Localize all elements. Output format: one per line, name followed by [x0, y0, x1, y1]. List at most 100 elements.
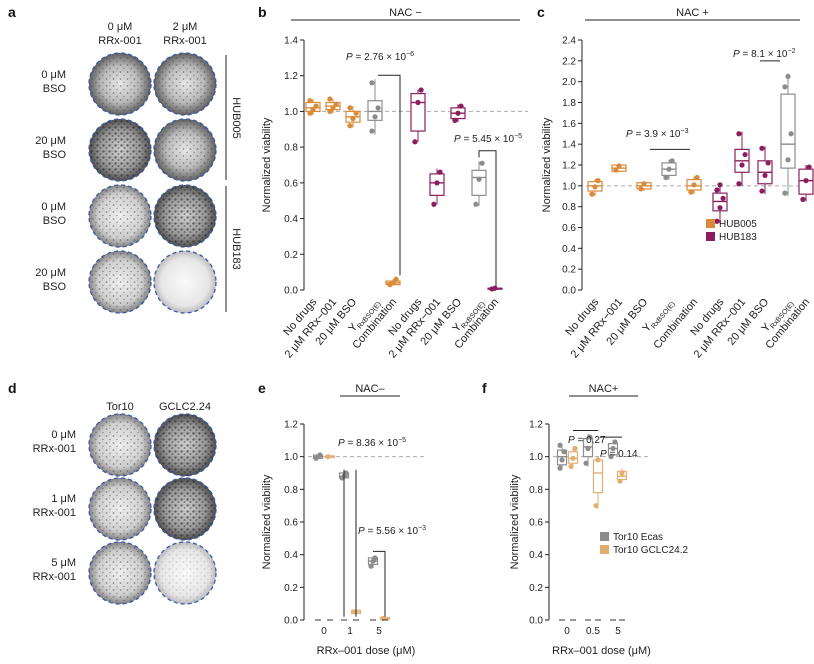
box-b-4 — [367, 79, 383, 135]
panel-d: Tor10 GCLC2.24 0 μM RRx-001 1 μM RRx-001… — [33, 401, 217, 605]
box-b-6 — [410, 87, 426, 145]
data-point — [327, 108, 333, 115]
y-tick-label-b: 0.2 — [284, 250, 298, 261]
p-symbol: P — [568, 435, 575, 446]
data-point — [694, 174, 700, 181]
x-tick-label-e: 0 — [321, 626, 327, 637]
dish-d-r1-c1 — [88, 413, 152, 477]
data-point — [369, 128, 375, 134]
data-point — [353, 110, 359, 116]
panel-a-row-1-line2: BSO — [43, 83, 67, 95]
data-point — [557, 465, 563, 471]
data-point — [473, 201, 479, 207]
data-point — [325, 454, 331, 460]
y-tick-label-b: 1.4 — [284, 36, 298, 47]
data-point — [589, 191, 595, 197]
p-symbol: P — [600, 449, 607, 460]
box-c-10 — [798, 164, 814, 202]
data-point — [669, 158, 675, 164]
y-tick-label-e: 0.0 — [284, 616, 298, 627]
y-tick-label-f: 0.0 — [529, 616, 543, 627]
data-point — [583, 460, 589, 466]
y-tick-label-f: 0.4 — [529, 550, 543, 561]
data-point — [561, 449, 567, 455]
box-b-5 — [385, 276, 401, 288]
y-axis-label-f: Normalized viability — [509, 474, 521, 569]
y-tick-label-c: 2.4 — [562, 36, 576, 47]
dish-d-r3-c1 — [88, 541, 152, 605]
y-tick-label-e: 0.8 — [284, 485, 298, 496]
data-point — [455, 110, 461, 116]
p-exponent: −3 — [418, 525, 426, 532]
p-value: = 2.76 × 10 — [353, 52, 407, 63]
box-b-8 — [450, 103, 466, 123]
box-b-7 — [429, 168, 445, 207]
data-point — [595, 457, 601, 463]
box-e-5 — [367, 555, 379, 569]
y-tick-label-e: 0.2 — [284, 583, 298, 594]
panel-a: 0 μM RRx-001 2 μM RRx-001 0 μM BSO 20 μM… — [35, 21, 242, 314]
box-f-6 — [616, 468, 628, 484]
legend-label-tor10-ecas: Tor10 Ecas — [613, 532, 663, 543]
y-tick-label-c: 2.2 — [562, 56, 576, 67]
legend-swatch-tor10-gclc — [600, 545, 609, 554]
data-point — [663, 174, 669, 181]
panel-label-c: c — [537, 4, 545, 20]
panel-a-row-2-line1: 20 μM — [35, 135, 66, 147]
panel-a-col-1-line2: RRx-001 — [98, 35, 141, 47]
box-c-3 — [636, 181, 652, 192]
p-exponent: −5 — [398, 437, 406, 444]
data-point — [610, 445, 616, 452]
data-point — [742, 151, 748, 158]
dish-a-r2-c1 — [88, 118, 152, 182]
x-axis-label-e: RRx–001 dose (μM) — [317, 645, 416, 657]
p-annotation-e-2: P = 5.56 × 10−3 — [358, 525, 426, 537]
data-point — [375, 105, 381, 111]
p-exponent: −5 — [514, 133, 522, 140]
y-tick-label-b: 1.0 — [284, 107, 298, 118]
p-symbol: P — [358, 526, 365, 537]
y-axis-label-c: Normalized viability — [541, 117, 553, 212]
dish-d-r1-c2 — [153, 413, 217, 477]
group-label-hub183: HUB183 — [230, 228, 242, 270]
data-point — [372, 114, 378, 120]
chart-f: NAC+ 0.0 0.2 0.4 0.6 0.8 1.0 1.2 Normalized viab… — [509, 383, 688, 657]
box-c-7 — [734, 131, 750, 187]
data-point — [330, 105, 336, 111]
box-b-9 — [471, 160, 487, 207]
box-c-9 — [780, 73, 796, 197]
y-tick-label-e: 0.4 — [284, 550, 298, 561]
p-symbol: P — [733, 49, 740, 60]
y-tick-label-c: 0.2 — [562, 265, 576, 276]
x-tick-label-f: 5 — [615, 626, 621, 637]
y-tick-label-b: 0.4 — [284, 214, 298, 225]
data-point — [452, 117, 458, 123]
y-tick-label-c: 0.0 — [562, 286, 576, 297]
p-exponent: −2 — [788, 48, 796, 55]
data-point — [714, 187, 720, 193]
panel-a-row-4-line1: 20 μM — [35, 267, 66, 279]
y-tick-label-f: 0.6 — [529, 518, 543, 529]
panel-a-row-4-line2: BSO — [43, 281, 67, 293]
legend-swatch-tor10-ecas — [600, 532, 609, 541]
legend-f: Tor10 Ecas Tor10 GCLC24.2 — [600, 532, 688, 556]
box-c-1 — [587, 178, 603, 197]
data-point — [557, 442, 563, 448]
group-label-hub005: HUB005 — [230, 97, 242, 139]
data-point — [666, 166, 672, 172]
header-label-c: NAC + — [676, 7, 709, 19]
x-tick-label-e: 5 — [376, 626, 382, 637]
legend-swatch-hub183 — [706, 232, 715, 241]
panel-a-col-2-line2: RRx-001 — [163, 35, 206, 47]
data-point — [717, 182, 723, 188]
panel-d-row-3-line1: 5 μM — [51, 557, 76, 569]
data-point — [327, 96, 333, 102]
data-point — [570, 455, 576, 461]
header-label-e: NAC– — [355, 383, 385, 395]
p-annotation-b-2: P = 5.45 × 10−5 — [454, 133, 522, 145]
p-value: = 8.1 × 10 — [740, 49, 788, 60]
data-point — [351, 609, 357, 615]
box-b-1 — [305, 98, 321, 116]
data-point — [313, 103, 319, 109]
